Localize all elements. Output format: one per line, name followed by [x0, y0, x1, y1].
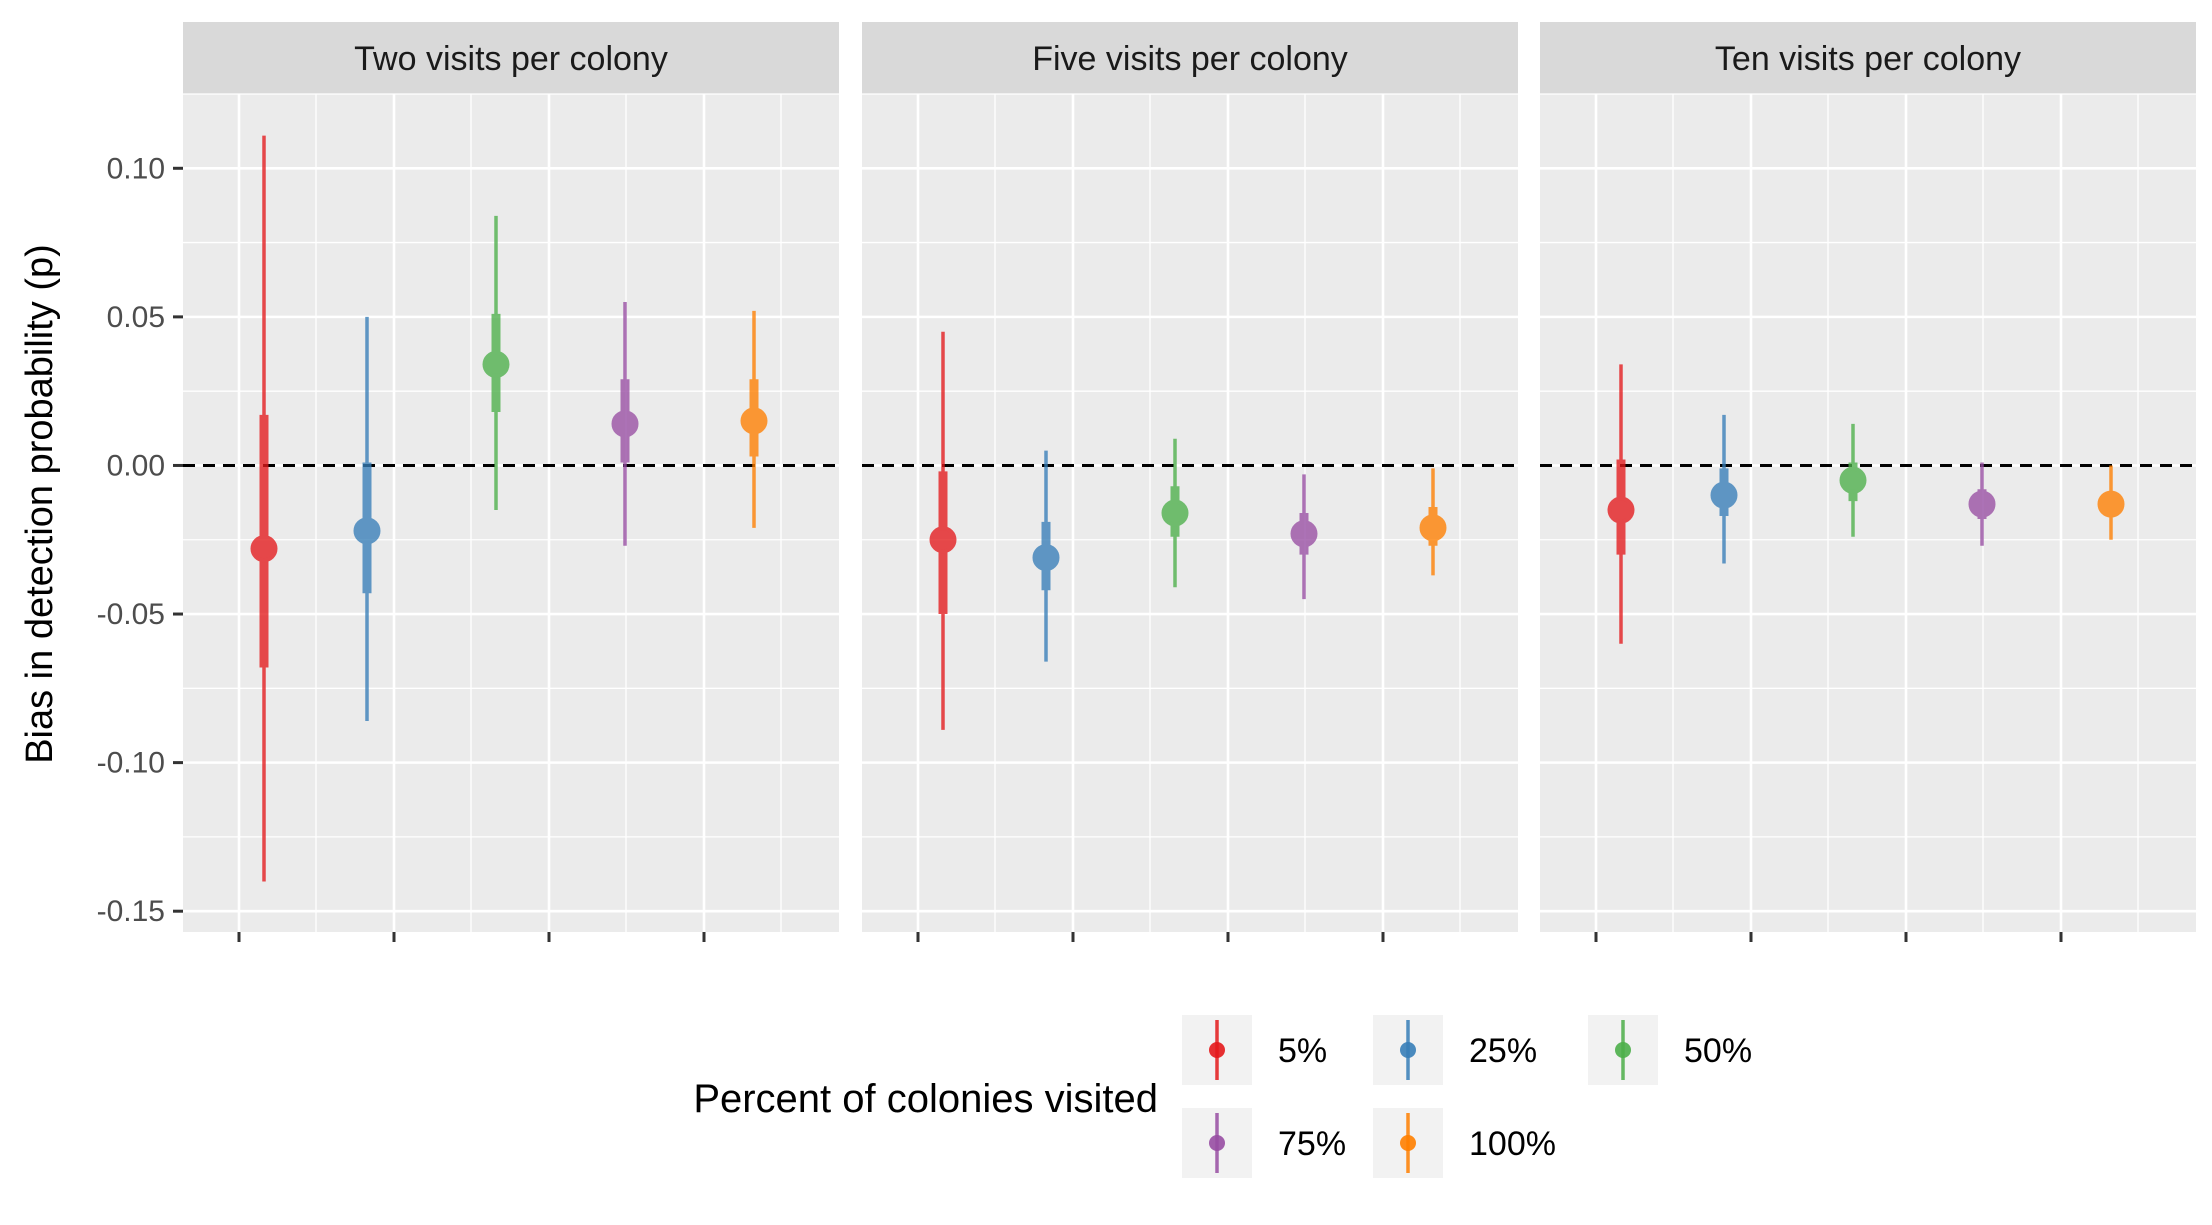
median-point — [2097, 490, 2125, 518]
facet-panel: Ten visits per colony — [1540, 22, 2196, 942]
y-axis: -0.15 -0.10 -0.05 0.00 0.05 0.10 — [97, 152, 183, 928]
point-range-75% — [1968, 462, 1996, 546]
median-point — [353, 517, 381, 545]
legend-key-point — [1209, 1135, 1225, 1151]
legend: Percent of colonies visited 5% 25% 50% 75% 1… — [693, 1015, 1752, 1178]
legend-key-100%: 100% — [1373, 1108, 1556, 1178]
facet-panel: Five visits per colony — [862, 22, 1518, 942]
y-tick-label: -0.05 — [97, 598, 165, 631]
legend-label: 5% — [1278, 1032, 1327, 1070]
y-axis-title: Bias in detection probability (p) — [19, 244, 61, 764]
panel-background — [862, 94, 1518, 932]
point-range-75% — [611, 302, 639, 546]
legend-key-50%: 50% — [1588, 1015, 1752, 1085]
facet-strip-label: Two visits per colony — [354, 40, 668, 78]
y-tick-label: 0.10 — [107, 152, 165, 185]
point-range-100% — [1419, 468, 1447, 576]
median-point — [1032, 544, 1060, 572]
point-range-5% — [1607, 364, 1635, 644]
point-range-5% — [250, 135, 278, 882]
median-point — [482, 350, 510, 378]
y-tick-label: 0.05 — [107, 301, 165, 334]
point-range-50% — [1839, 423, 1867, 537]
legend-key-point — [1400, 1135, 1416, 1151]
median-point — [740, 407, 768, 435]
point-range-50% — [1161, 438, 1189, 588]
y-tick-label: 0.00 — [107, 449, 165, 482]
median-point — [1968, 490, 1996, 518]
legend-key-point — [1209, 1042, 1225, 1058]
facet-strip — [862, 22, 1518, 94]
panel-background — [183, 94, 839, 932]
median-point — [1419, 514, 1447, 542]
y-tick-label: -0.10 — [97, 747, 165, 780]
median-point — [1290, 520, 1318, 548]
point-range-25% — [1710, 414, 1738, 564]
median-point — [1607, 496, 1635, 524]
facet-strip-label: Ten visits per colony — [1715, 40, 2021, 78]
point-range-25% — [1032, 450, 1060, 662]
median-point — [250, 535, 278, 563]
point-range-100% — [2097, 465, 2125, 540]
legend-key-point — [1615, 1042, 1631, 1058]
facet-panel: Two visits per colony — [183, 22, 839, 942]
point-range-25% — [353, 316, 381, 722]
legend-keys: 5% 25% 50% 75% 100% — [1182, 1015, 1752, 1178]
legend-key-25%: 25% — [1373, 1015, 1537, 1085]
legend-label: 25% — [1469, 1032, 1537, 1070]
y-tick-label: -0.15 — [97, 895, 165, 928]
median-point — [1710, 481, 1738, 509]
facet-strip — [183, 22, 839, 94]
legend-label: 50% — [1684, 1032, 1752, 1070]
legend-title: Percent of colonies visited — [693, 1077, 1158, 1121]
point-range-100% — [740, 310, 768, 528]
facet-strip-label: Five visits per colony — [1032, 40, 1348, 78]
point-range-75% — [1290, 474, 1318, 600]
panel-background — [1540, 94, 2196, 932]
facet-strip — [1540, 22, 2196, 94]
legend-key-point — [1400, 1042, 1416, 1058]
point-range-50% — [482, 215, 510, 511]
legend-key-5%: 5% — [1182, 1015, 1327, 1085]
legend-label: 100% — [1469, 1125, 1556, 1163]
point-range-5% — [929, 331, 957, 730]
facet-panels: Two visits per colony Five visits per col… — [183, 22, 2196, 942]
median-point — [611, 410, 639, 438]
median-point — [1839, 466, 1867, 494]
legend-key-75%: 75% — [1182, 1108, 1346, 1178]
legend-label: 75% — [1278, 1125, 1346, 1163]
median-point — [1161, 499, 1189, 527]
median-point — [929, 526, 957, 554]
